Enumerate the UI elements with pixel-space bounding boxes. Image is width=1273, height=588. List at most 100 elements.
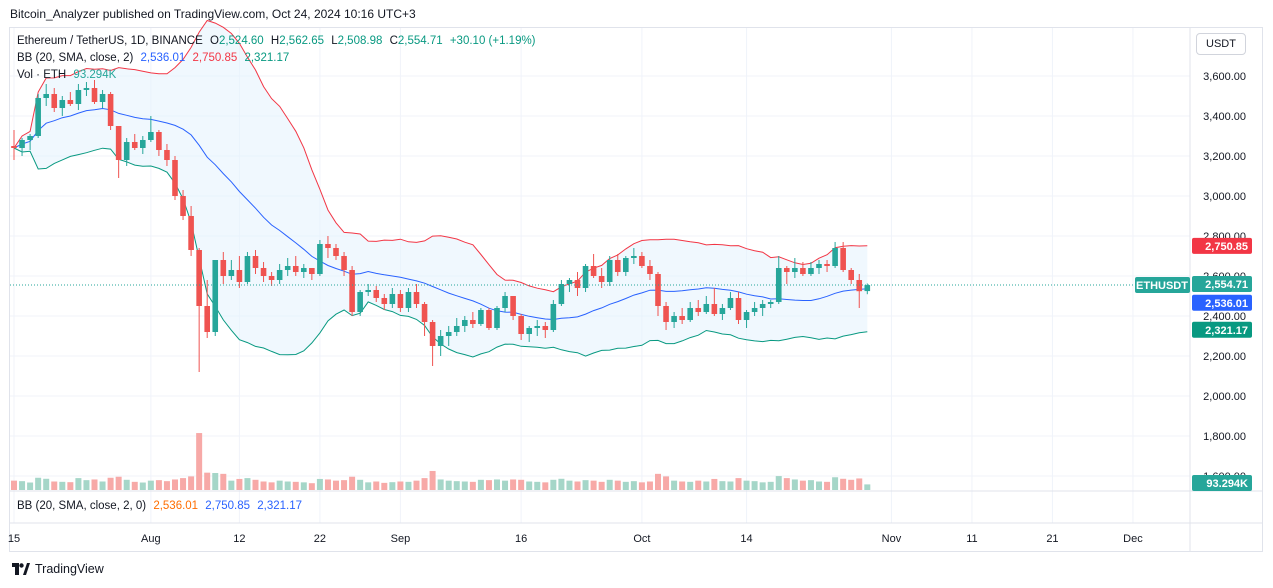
candle	[614, 254, 621, 276]
time-tick-label: 16	[515, 533, 527, 545]
candle	[695, 300, 702, 316]
candle	[719, 304, 726, 320]
legend-close: 2,554.71	[397, 35, 443, 47]
candle-body	[856, 280, 863, 292]
candle-body	[43, 94, 49, 98]
candle-body	[566, 280, 573, 284]
volume-bar	[27, 482, 34, 490]
volume-bar	[526, 481, 533, 490]
candle	[405, 288, 412, 312]
volume-bar	[759, 482, 766, 490]
bb-upper-line	[13, 19, 868, 293]
candle	[236, 256, 243, 288]
volume-bar	[695, 480, 702, 490]
candle	[647, 260, 653, 280]
candle-body	[75, 90, 82, 104]
volume-bar	[228, 480, 235, 490]
volume-bar	[67, 482, 74, 490]
candle	[808, 262, 814, 276]
legend-high: 2,562.65	[279, 35, 324, 47]
candle	[325, 236, 331, 258]
volume-badge-bg	[1192, 475, 1252, 491]
candle	[566, 278, 573, 292]
candle-body	[864, 285, 871, 292]
volume-bar	[75, 478, 82, 490]
candle	[800, 262, 806, 276]
candle-body	[816, 264, 822, 268]
lower-pane-label[interactable]: BB (20, SMA, close, 2, 0)	[17, 500, 147, 512]
upper-band-badge: 2,750.85	[1192, 237, 1252, 254]
volume-bar	[743, 480, 750, 490]
candle	[83, 82, 90, 96]
volume-bar	[767, 481, 774, 490]
volume-bar	[832, 477, 839, 490]
candle	[99, 90, 106, 108]
last-price-badge: 2,554.71	[1192, 276, 1252, 293]
footer-brand[interactable]: TradingView	[12, 562, 104, 576]
candle-body	[349, 270, 355, 312]
basis-badge-bg	[1192, 294, 1252, 311]
volume-bar	[155, 480, 162, 490]
volume-bar	[300, 482, 307, 490]
candle-body	[502, 296, 508, 308]
volume-bar	[188, 476, 195, 490]
volume-bar	[365, 482, 372, 490]
legend-vol-label[interactable]: Vol · ETH	[17, 69, 67, 81]
candle-body	[453, 326, 460, 332]
candle	[518, 314, 524, 340]
legend-low: 2,508.98	[337, 35, 383, 47]
volume-bar	[856, 478, 863, 490]
candle	[864, 283, 871, 295]
volume-bar	[139, 482, 146, 490]
candle	[494, 306, 500, 330]
candle	[349, 266, 355, 316]
candle-body	[679, 316, 685, 320]
candle	[767, 300, 774, 308]
volume-bar	[99, 481, 106, 490]
price-tick-label: 2,400.00	[1203, 311, 1246, 323]
volume-bar	[518, 479, 525, 490]
currency-button[interactable]: USDT	[1196, 33, 1246, 55]
time-tick-label: Nov	[882, 533, 902, 545]
volume-bar	[848, 479, 855, 490]
candle	[260, 262, 267, 282]
candle-body	[574, 280, 581, 288]
candle	[582, 264, 589, 292]
candle	[301, 264, 307, 278]
volume-bar	[775, 476, 782, 490]
volume-bar	[83, 480, 90, 490]
candle-body	[590, 266, 597, 276]
candle	[19, 138, 25, 156]
volume-bar	[445, 480, 452, 490]
volume-bar	[598, 481, 605, 490]
lower-pane-lower: 2,321.17	[257, 500, 303, 512]
candle	[639, 252, 645, 268]
lower-pane-upper: 2,750.85	[205, 500, 251, 512]
volume-bar	[502, 480, 509, 490]
candle-body	[727, 298, 734, 308]
volume-bar	[115, 476, 122, 490]
volume-bar	[582, 480, 589, 490]
candle-body	[140, 140, 146, 148]
time-tick-label: Aug	[141, 533, 161, 545]
candle-body	[558, 284, 565, 304]
candle-body	[832, 248, 838, 266]
candles	[11, 80, 871, 372]
volume-bar	[373, 481, 380, 490]
candle	[156, 130, 162, 156]
candle-body	[462, 320, 468, 326]
candle-body	[534, 326, 541, 328]
volume-bar	[244, 478, 251, 490]
candle-body	[212, 260, 219, 332]
candle-body	[373, 290, 380, 298]
price-tick-label: 3,600.00	[1203, 71, 1246, 83]
legend-symbol[interactable]: Ethereum / TetherUS, 1D, BINANCE	[17, 35, 203, 47]
candle-body	[397, 294, 404, 308]
symbol-badge: ETHUSDT	[1135, 277, 1190, 294]
candle-body	[486, 310, 492, 328]
candle-body	[623, 258, 629, 272]
candle-body	[550, 304, 557, 330]
legend-bb-label[interactable]: BB (20, SMA, close, 2)	[17, 52, 134, 64]
candle-body	[598, 276, 605, 282]
